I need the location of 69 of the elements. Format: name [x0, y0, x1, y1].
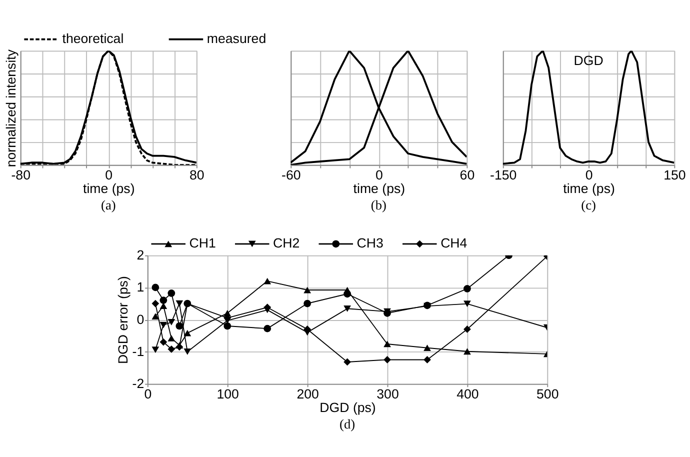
point: [464, 326, 471, 333]
point: [152, 284, 160, 292]
x-tick-label: 300: [376, 386, 399, 402]
point: [464, 348, 471, 355]
legend-label: CH2: [273, 236, 300, 251]
x-tick-label: 150: [664, 168, 686, 183]
x-axis-title: time (ps): [353, 180, 406, 196]
point: [152, 300, 160, 308]
point: [168, 335, 176, 342]
x-tick-label: -150: [490, 168, 517, 183]
point: [176, 322, 184, 330]
y-axis-title: DGD error (ps): [115, 276, 130, 364]
point: [184, 330, 192, 336]
x-tick-label: 400: [456, 386, 479, 402]
legend-label: CH3: [356, 236, 384, 251]
x-tick-label: 0: [375, 168, 383, 183]
legend-label: measured: [206, 31, 266, 46]
point: [264, 278, 272, 284]
point: [344, 305, 351, 312]
x-tick-label: 0: [105, 168, 113, 183]
point: [424, 356, 431, 364]
y-tick-label: 1: [136, 280, 144, 295]
legend-label: CH4: [440, 236, 468, 251]
point: [176, 300, 184, 307]
point: [152, 346, 160, 353]
text: (a): [101, 198, 116, 213]
point: [384, 340, 391, 348]
point: [176, 343, 184, 351]
text: (c): [581, 198, 596, 213]
point: [424, 344, 431, 352]
x-axis-title: time (ps): [563, 180, 615, 196]
point: [160, 302, 168, 309]
y-tick-label: 0: [136, 312, 144, 327]
point: [168, 290, 176, 297]
x-tick-label: 200: [296, 386, 319, 402]
point: [160, 296, 168, 304]
y-axis-title: normalized intensity: [4, 49, 19, 168]
point: [304, 286, 312, 294]
x-axis-title: DGD (ps): [320, 400, 376, 415]
y-tick-label: -1: [132, 344, 144, 359]
point: [344, 358, 351, 366]
text: (b): [370, 198, 386, 213]
point: [344, 290, 351, 298]
x-tick-label: 80: [190, 168, 204, 183]
x-tick-label: 60: [460, 168, 475, 183]
point: [160, 338, 168, 346]
x-tick-label: 500: [536, 386, 559, 402]
legend-label: CH1: [189, 236, 216, 251]
y-tick-label: 2: [136, 248, 144, 263]
point: [464, 300, 471, 308]
point: [264, 324, 272, 332]
annotation: DGD: [574, 52, 604, 68]
point: [304, 300, 312, 308]
point: [168, 345, 176, 353]
legend-label: theoretical: [62, 31, 124, 46]
x-tick-label: 100: [216, 386, 239, 402]
x-tick-label: -80: [11, 168, 30, 183]
x-axis-title: time (ps): [82, 180, 135, 196]
point: [384, 356, 391, 364]
point: [184, 348, 192, 355]
point: [152, 313, 160, 320]
y-tick-label: -2: [132, 376, 144, 392]
x-tick-label: 0: [585, 168, 593, 183]
point: [168, 318, 176, 326]
x-tick-label: -60: [282, 168, 301, 183]
point: [224, 322, 232, 330]
point: [464, 285, 471, 292]
point: [160, 322, 168, 328]
text: (d): [340, 416, 356, 432]
